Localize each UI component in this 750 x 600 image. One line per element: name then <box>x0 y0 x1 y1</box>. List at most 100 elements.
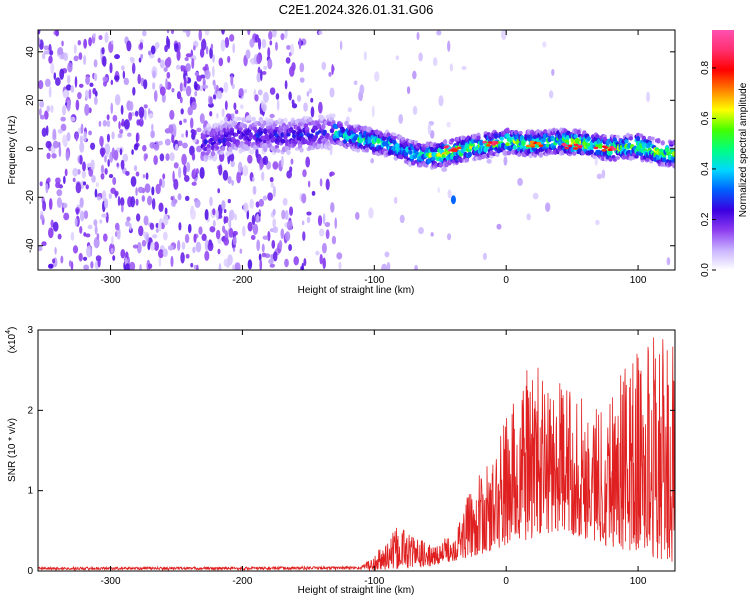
heatmap-cell <box>119 128 124 135</box>
heatmap-cell <box>416 31 420 41</box>
heatmap-cell <box>355 211 360 220</box>
heatmap-cell <box>589 149 594 155</box>
heatmap-cell <box>75 99 80 111</box>
heatmap-cell <box>315 250 320 256</box>
heatmap-cell <box>108 174 114 179</box>
heatmap-cell <box>598 144 603 149</box>
heatmap-cell <box>145 153 148 160</box>
heatmap-cell <box>174 42 179 53</box>
heatmap-cell <box>393 196 398 204</box>
heatmap-cell <box>248 131 253 138</box>
heatmap-cell <box>306 211 312 216</box>
heatmap-cell <box>140 54 144 60</box>
spectrogram-frame <box>37 29 676 271</box>
heatmap-cell <box>38 108 42 117</box>
heatmap-cell <box>43 45 49 51</box>
heatmap-cell <box>151 123 154 131</box>
heatmap-cell <box>286 132 291 137</box>
heatmap-cell <box>470 138 475 144</box>
heatmap-cell <box>233 102 237 111</box>
spectrogram-x-axis-label: Height of straight line (km) <box>298 285 415 296</box>
heatmap-cell <box>529 140 535 144</box>
heatmap-cell <box>223 208 227 214</box>
heatmap-cell <box>429 130 435 139</box>
heatmap-cell <box>81 170 87 179</box>
heatmap-cell <box>99 135 104 147</box>
heatmap-cell <box>212 219 216 228</box>
heatmap-cell <box>83 210 89 220</box>
heatmap-cell <box>222 169 229 181</box>
heatmap-cell <box>96 233 100 241</box>
heatmap-cell <box>200 151 206 156</box>
heatmap-cell <box>39 114 46 120</box>
snr-y-multiplier: (x104) <box>5 327 18 354</box>
heatmap-cell <box>56 189 63 197</box>
heatmap-cell <box>464 157 470 163</box>
heatmap-cell <box>112 176 117 186</box>
heatmap-cell <box>50 104 54 113</box>
heatmap-cell <box>117 133 123 139</box>
heatmap-cell <box>125 170 130 176</box>
heatmap-cell <box>94 225 98 235</box>
heatmap-cell <box>325 229 330 240</box>
heatmap-cell <box>344 120 349 127</box>
heatmap-cell <box>120 122 125 127</box>
heatmap-cell <box>262 102 267 113</box>
heatmap-cell <box>192 246 196 254</box>
heatmap-cell <box>181 133 185 138</box>
heatmap-cell <box>284 145 290 152</box>
heatmap-cell <box>187 223 192 234</box>
heatmap-cell <box>567 144 573 148</box>
heatmap-cell <box>147 241 151 251</box>
snr-x-tick-label: -100 <box>364 576 384 587</box>
heatmap-cell <box>180 108 184 115</box>
heatmap-cell <box>436 30 442 36</box>
heatmap-cell <box>169 152 175 162</box>
heatmap-cell <box>318 101 323 114</box>
heatmap-cell <box>185 129 188 138</box>
heatmap-cell <box>129 223 132 231</box>
heatmap-cell <box>258 198 265 207</box>
heatmap-cell <box>38 245 43 252</box>
heatmap-cell <box>55 30 60 37</box>
heatmap-cell <box>562 143 568 147</box>
heatmap-cell <box>172 170 175 183</box>
heatmap-cell <box>223 81 229 93</box>
heatmap-cell <box>185 53 192 58</box>
heatmap-cell <box>155 223 159 228</box>
heatmap-cell <box>121 65 125 71</box>
heatmap-cell <box>238 88 244 97</box>
heatmap-cell <box>110 102 114 115</box>
heatmap-cell <box>96 196 102 201</box>
heatmap-cell <box>299 132 304 138</box>
heatmap-cell <box>217 204 223 216</box>
heatmap-cell <box>165 153 170 161</box>
heatmap-cell <box>215 209 219 220</box>
heatmap-cell <box>530 143 535 146</box>
heatmap-cell <box>624 139 629 144</box>
heatmap-cell <box>176 49 181 61</box>
heatmap-cell <box>227 175 232 184</box>
heatmap-cell <box>301 193 307 204</box>
heatmap-cell <box>85 184 89 190</box>
heatmap-cell <box>199 48 205 58</box>
heatmap-cell <box>262 91 269 103</box>
heatmap-cell <box>90 159 95 171</box>
heatmap-cell <box>308 88 313 94</box>
heatmap-cell <box>117 195 121 207</box>
heatmap-cell <box>573 143 579 147</box>
heatmap-cell <box>572 151 577 156</box>
heatmap-cell <box>198 226 203 235</box>
heatmap-cell <box>129 261 136 270</box>
heatmap-cell <box>212 94 217 100</box>
heatmap-cell <box>443 145 449 149</box>
heatmap-cell <box>179 120 183 126</box>
heatmap-cell <box>164 138 171 146</box>
heatmap-cell <box>128 112 133 121</box>
heatmap-cell <box>184 175 190 183</box>
heatmap-cell <box>505 142 510 147</box>
heatmap-cell <box>201 233 207 242</box>
heatmap-cell <box>183 76 187 88</box>
heatmap-cell <box>111 40 114 45</box>
heatmap-cell <box>303 258 307 267</box>
